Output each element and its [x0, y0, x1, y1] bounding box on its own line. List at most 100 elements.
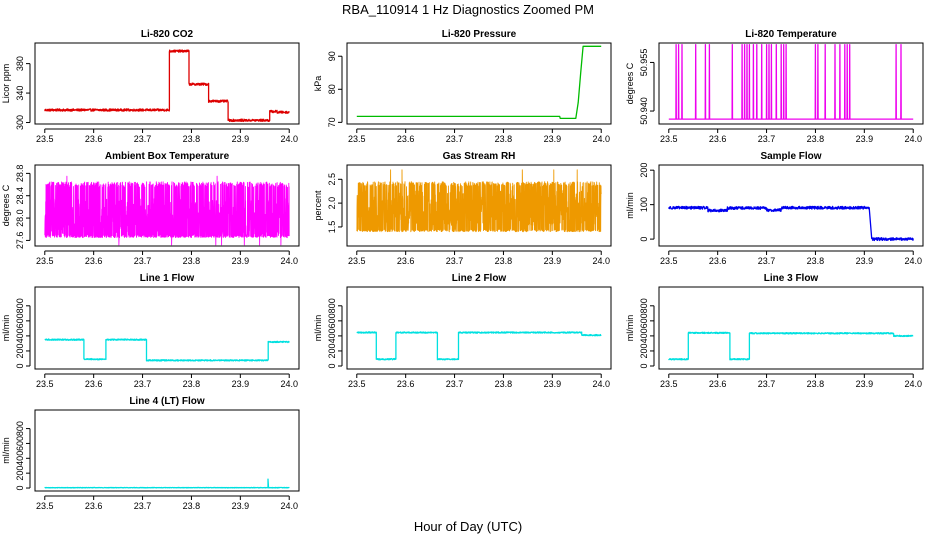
panel-co2: Li-820 CO2 23.5 23.6 23.7 23.8 23.9 24.0 300 340… [1, 29, 300, 144]
y-tick-label: 28.8 [15, 165, 25, 183]
x-tick-label: 23.6 [709, 134, 727, 144]
panel-title: Li-820 CO2 [141, 29, 194, 40]
plot-frame [658, 164, 924, 247]
y-tick-label: 27.6 [15, 232, 25, 250]
x-tick-label: 23.7 [446, 256, 464, 266]
x-tick-label: 23.7 [446, 134, 464, 144]
x-tick-label: 23.8 [183, 501, 201, 511]
y-tick-label: 0 [639, 237, 649, 242]
x-tick-label: 23.9 [544, 256, 562, 266]
y-tick-label: 0 [15, 486, 25, 491]
x-tick-label: 23.5 [36, 256, 54, 266]
y-tick-label: 80 [327, 84, 337, 94]
x-tick-label: 23.6 [85, 256, 103, 266]
panel-sample_flow: Sample Flow 23.5 23.6 23.7 23.8 23.9 24.0 0 100 2… [625, 151, 924, 266]
series-line-line3 [668, 331, 914, 361]
series-line-line1 [44, 338, 290, 362]
panel-line3: Line 3 Flow 23.5 23.6 23.7 23.8 23.9 24.0 0 2004… [625, 273, 924, 389]
x-tick-label: 23.6 [85, 501, 103, 511]
y-tick-label: 400 [15, 451, 25, 466]
y-tick-label: 400 [15, 328, 25, 343]
plot-frame [658, 42, 924, 125]
x-tick-label: 24.0 [592, 379, 610, 389]
x-tick-label: 23.5 [348, 134, 366, 144]
x-tick-label: 23.7 [758, 256, 776, 266]
y-tick-label: 200 [15, 343, 25, 358]
x-tick-label: 23.8 [183, 134, 201, 144]
x-tick-label: 23.5 [36, 134, 54, 144]
panel-pressure: Li-820 Pressure 23.5 23.6 23.7 23.8 23.9 24.0 7… [313, 29, 612, 144]
y-axis-label: ml/min [313, 315, 323, 342]
x-tick-label: 24.0 [280, 256, 298, 266]
x-tick-label: 23.6 [85, 379, 103, 389]
panel-rh: Gas Stream RH 23.5 23.6 23.7 23.8 23.9 24.0 1.5… [313, 151, 612, 266]
x-tick-label: 23.8 [807, 379, 825, 389]
x-tick-label: 23.9 [856, 134, 874, 144]
series-line-box_temp [44, 175, 290, 246]
x-tick-label: 23.8 [495, 134, 513, 144]
panel-line4: Line 4 (LT) Flow 23.5 23.6 23.7 23.8 23.9 24.0… [1, 396, 300, 511]
y-tick-label: 90 [327, 51, 337, 61]
y-tick-label: 800 [15, 421, 25, 436]
x-tick-label: 24.0 [592, 256, 610, 266]
x-tick-label: 23.5 [36, 379, 54, 389]
x-tick-label: 23.8 [183, 379, 201, 389]
y-tick-label: 2.5 [327, 173, 337, 186]
y-axis-label: degrees C [625, 62, 635, 104]
x-tick-label: 23.6 [85, 134, 103, 144]
x-tick-label: 23.6 [397, 379, 415, 389]
series-line-line2 [356, 331, 602, 361]
x-tick-label: 24.0 [904, 379, 922, 389]
y-tick-label: 50.940 [639, 97, 649, 125]
panel-title: Ambient Box Temperature [105, 151, 230, 162]
y-tick-label: 0 [15, 363, 25, 368]
x-tick-label: 23.8 [183, 256, 201, 266]
figure-x-axis-label: Hour of Day (UTC) [414, 519, 522, 534]
x-tick-label: 23.7 [134, 256, 152, 266]
x-tick-label: 23.5 [660, 256, 678, 266]
x-tick-label: 23.7 [446, 379, 464, 389]
y-axis-label: ml/min [1, 315, 11, 342]
x-tick-label: 23.7 [134, 134, 152, 144]
x-tick-label: 23.9 [544, 379, 562, 389]
panel-licor_temp: Li-820 Temperature 23.5 23.6 23.7 23.8 23.9 24… [625, 29, 924, 144]
x-tick-label: 23.7 [134, 501, 152, 511]
panel-line1: Line 1 Flow 23.5 23.6 23.7 23.8 23.9 24.0 0 2004… [1, 273, 300, 389]
y-tick-label: 28.0 [15, 209, 25, 227]
y-tick-label: 400 [639, 328, 649, 343]
y-tick-label: 200 [327, 343, 337, 358]
x-tick-label: 24.0 [280, 134, 298, 144]
panel-box_temp: Ambient Box Temperature 23.5 23.6 23.7 23.8 2… [1, 151, 300, 266]
y-axis-label: kPa [313, 76, 323, 92]
panel-grid: Li-820 CO2 23.5 23.6 23.7 23.8 23.9 24.0 300 340… [1, 29, 924, 511]
panel-title: Gas Stream RH [443, 151, 516, 162]
plot-frame [34, 164, 300, 247]
x-tick-label: 24.0 [280, 501, 298, 511]
x-tick-label: 23.8 [807, 256, 825, 266]
series-line-rh [356, 169, 602, 233]
y-tick-label: 380 [15, 56, 25, 71]
plot-frame [658, 286, 924, 370]
x-tick-label: 23.7 [758, 134, 776, 144]
panel-title: Li-820 Temperature [745, 29, 837, 40]
y-tick-label: 200 [639, 343, 649, 358]
x-tick-label: 23.5 [348, 256, 366, 266]
series-line-licor_temp [668, 43, 914, 120]
y-tick-label: 0 [327, 363, 337, 368]
series-line-sample_flow [668, 205, 914, 242]
panel-title: Sample Flow [760, 151, 821, 162]
x-tick-label: 23.9 [232, 501, 250, 511]
x-tick-label: 23.9 [856, 379, 874, 389]
y-axis-label: degrees C [1, 184, 11, 226]
figure-title: RBA_110914 1 Hz Diagnostics Zoomed PM [342, 2, 594, 17]
x-tick-label: 24.0 [904, 134, 922, 144]
y-tick-label: 340 [15, 86, 25, 101]
y-tick-label: 0 [639, 363, 649, 368]
y-tick-label: 100 [639, 197, 649, 212]
x-tick-label: 23.7 [758, 379, 776, 389]
x-tick-label: 23.5 [348, 379, 366, 389]
x-tick-label: 23.9 [232, 379, 250, 389]
y-tick-label: 70 [327, 117, 337, 127]
x-tick-label: 23.9 [544, 134, 562, 144]
x-tick-label: 23.6 [397, 256, 415, 266]
